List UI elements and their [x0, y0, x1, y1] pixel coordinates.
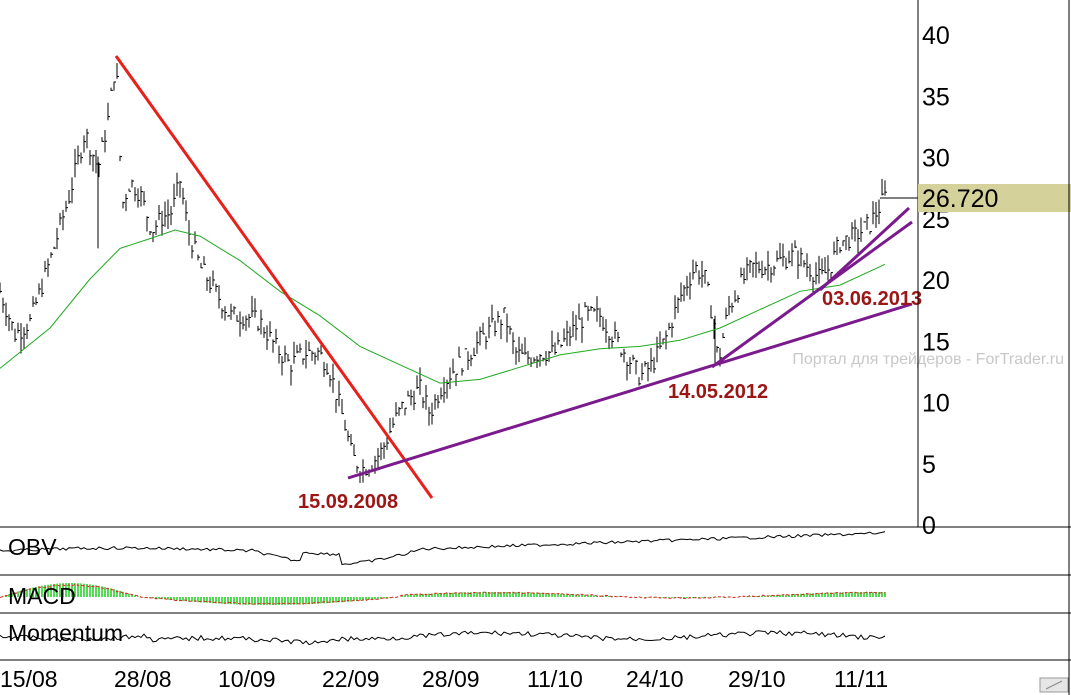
macd-signal-line: [0, 583, 886, 605]
x-tick-label: 22/09: [322, 666, 380, 692]
y-tick-label: 30: [922, 145, 950, 173]
x-tick-label: 11/10: [527, 666, 583, 692]
y-tick-label: 15: [922, 328, 950, 356]
y-tick-label: 35: [922, 83, 950, 111]
y-tick-label: 0: [922, 512, 936, 540]
x-tick-label: 24/10: [626, 666, 684, 692]
macd-panel: MACD: [0, 583, 886, 609]
x-tick-label: 28/08: [114, 666, 172, 692]
price-panel: 15.09.2008 14.05.2012 03.06.2013: [0, 55, 922, 513]
y-tick-label: 40: [922, 22, 950, 50]
y-tick-label: 10: [922, 390, 950, 418]
momentum-panel: Momentum: [0, 620, 886, 646]
y-tick-label: 20: [922, 267, 950, 295]
uptrend-line-2012: [711, 220, 913, 369]
macd-label: MACD: [8, 583, 76, 609]
date-axis: 15/08 28/08 10/09 22/09 28/09 11/10 24/10 29/10…: [0, 666, 888, 692]
date-annotation: 03.06.2013: [822, 288, 922, 310]
last-price-label: 26.720: [922, 185, 998, 213]
momentum-line: [0, 629, 886, 646]
date-annotation: 15.09.2008: [298, 491, 398, 513]
y-tick-label: 5: [922, 451, 936, 479]
uptrend-line-2013: [818, 206, 911, 292]
last-price-badge: [918, 184, 1071, 212]
obv-panel: OBV: [0, 531, 886, 566]
x-tick-label: 10/09: [218, 666, 276, 692]
obv-line: [0, 531, 886, 566]
uptrend-line-long: [347, 302, 913, 480]
x-tick-label: 28/09: [422, 666, 480, 692]
x-tick-label: 11/11: [834, 666, 888, 692]
downtrend-line: [114, 55, 434, 499]
moving-average-line: [0, 229, 886, 384]
watermark: Портал для трейдеров - ForTrader.ru: [792, 351, 1064, 368]
date-annotation: 14.05.2012: [668, 381, 768, 403]
resize-grip-icon[interactable]: [1039, 677, 1069, 693]
momentum-label: Momentum: [8, 620, 123, 646]
obv-label: OBV: [8, 534, 57, 560]
price-series: [0, 63, 887, 484]
x-tick-label: 15/08: [0, 666, 58, 692]
x-tick-label: 29/10: [728, 666, 786, 692]
